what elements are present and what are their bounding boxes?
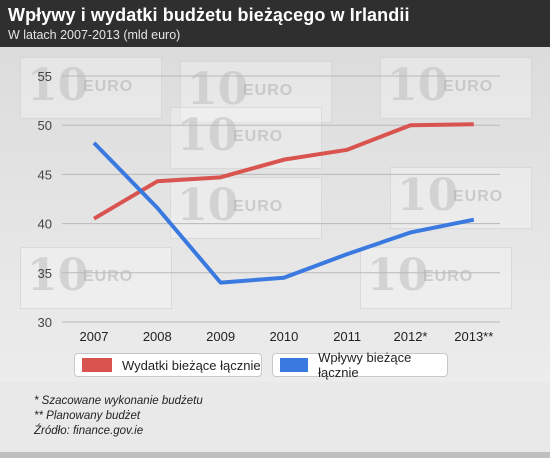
- banknote-8: 10 EURO: [390, 167, 532, 229]
- legend-swatch-revenues: [280, 358, 309, 372]
- y-tick-label: 40: [38, 217, 52, 232]
- chart-subtitle: W latach 2007-2013 (mld euro): [8, 28, 181, 42]
- x-tick-label: 2008: [143, 329, 172, 344]
- x-tick-label: 2011: [333, 329, 361, 344]
- x-tick-label: 2010: [269, 329, 298, 344]
- x-tick-label: 2007: [80, 329, 109, 344]
- chart-title: Wpływy i wydatki budżetu bieżącego w Irl…: [8, 5, 410, 25]
- grid-lines: [62, 75, 500, 323]
- bottom-bar: [0, 452, 550, 458]
- x-tick-label: 2009: [206, 329, 235, 344]
- legend-label-expenses: Wydatki bieżące łącznie: [122, 357, 261, 373]
- series-line-revenues: [92, 141, 475, 285]
- legend-swatch-expenses: [82, 358, 112, 372]
- x-axis: 2007 2008 2009 2010 2011 2012* 2013**: [80, 329, 494, 344]
- y-tick-label: 35: [38, 266, 52, 281]
- banknote-7: 10 EURO: [360, 247, 512, 309]
- y-tick-label: 50: [38, 118, 52, 133]
- chart-header: Wpływy i wydatki budżetu bieżącego w Irl…: [0, 0, 550, 47]
- footnotes: * Szacowane wykonanie budżetu ** Planowa…: [34, 394, 203, 439]
- footnote-source: Źródło: finance.gov.ie: [34, 425, 144, 437]
- y-tick-label: 55: [38, 69, 52, 84]
- series-line-expenses: [92, 122, 474, 221]
- x-tick-label: 2013**: [454, 329, 493, 344]
- x-tick-label: 2012*: [394, 329, 428, 344]
- y-tick-label: 30: [38, 315, 52, 330]
- banknote-6: 10 EURO: [20, 247, 172, 309]
- banknote-3: 10 EURO: [380, 57, 532, 119]
- y-tick-label: 45: [38, 167, 52, 182]
- footnote-estimated: * Szacowane wykonanie budżetu: [34, 395, 203, 407]
- footnote-planned: ** Planowany budżet: [34, 410, 141, 422]
- legend-item-revenues: Wpływy bieżące łącznie: [272, 350, 448, 380]
- banknote-5: 10 EURO: [170, 177, 322, 239]
- banknote-2: 10 EURO: [180, 61, 332, 123]
- legend-item-expenses: Wydatki bieżące łącznie: [74, 353, 262, 377]
- series-lines: [92, 122, 475, 285]
- legend-label-revenues: Wpływy bieżące łącznie: [318, 350, 412, 380]
- banknote-background: 10 EURO 10 EURO 10 EURO 10 EURO 10 EURO …: [0, 47, 550, 382]
- y-axis: 30 35 40 45 50 55: [38, 69, 52, 330]
- banknote-1: 10 EURO: [20, 57, 162, 119]
